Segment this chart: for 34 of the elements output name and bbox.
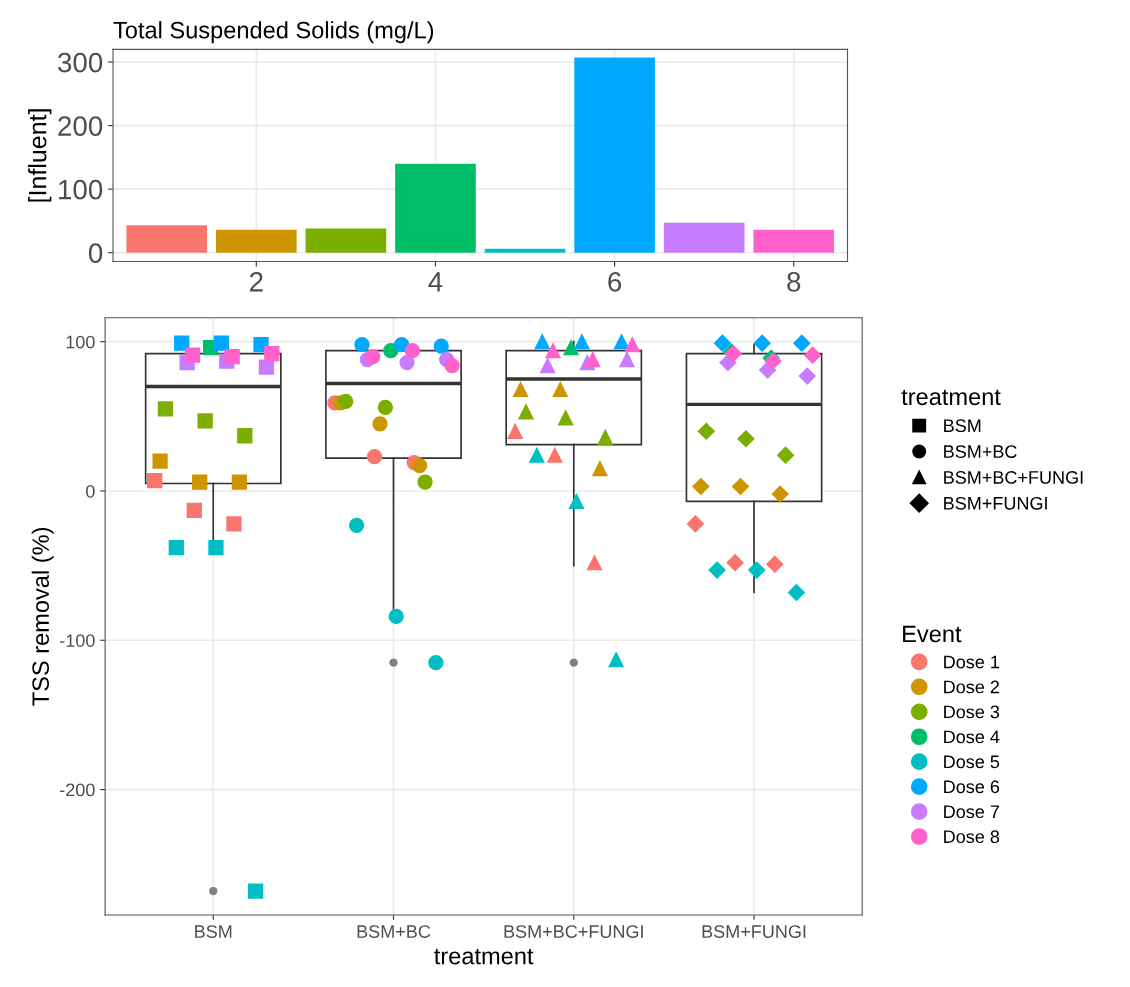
y-tick-label: 100: [66, 335, 95, 349]
x-axis-title: treatment: [434, 948, 534, 965]
category-label: BSM: [944, 419, 981, 433]
x-tick-label: 4: [428, 272, 443, 292]
x-tick-label: 2: [249, 272, 263, 292]
legend-label: Dose 2: [944, 680, 999, 694]
text: treatment: [901, 389, 1001, 406]
legend-label: Dose 4: [944, 730, 1000, 744]
legend-label: Dose 7: [944, 805, 999, 819]
legend-label: Dose 6: [944, 780, 1000, 794]
legend-label: Dose 3: [944, 705, 1000, 719]
y-tick-label: 200: [58, 116, 103, 136]
chart-title: Total Suspended Solids (mg/L): [113, 21, 434, 44]
y-tick-label: 100: [59, 179, 103, 200]
legend-label: Dose 5: [944, 755, 1000, 769]
y-axis-title: TSS removal (%): [31, 527, 54, 706]
legend-label: Dose 1: [944, 655, 1000, 669]
text: Event: [903, 625, 962, 643]
legend-label: Dose 8: [944, 830, 1000, 844]
y-tick-label: 0: [86, 484, 95, 498]
x-tick-label: BSM+BC+FUNGI: [504, 925, 643, 938]
y-tick-label: -100: [60, 634, 95, 647]
x-tick-label: 6: [608, 272, 622, 292]
y-axis-title: [Influent]: [28, 109, 52, 202]
x-tick-label: BSM+BC: [357, 925, 431, 938]
x-tick-label: 8: [787, 272, 801, 292]
y-tick-label: -200: [60, 783, 95, 797]
category-label: BSM+BC+FUNGI: [944, 471, 1083, 484]
category-label: BSM+BC: [944, 445, 1017, 458]
x-tick-label: BSM: [195, 925, 232, 938]
x-tick-label: BSM+FUNGI: [702, 925, 806, 938]
y-tick-label: 300: [58, 52, 103, 73]
category-label: BSM+FUNGI: [944, 496, 1047, 510]
y-tick-label: 0: [88, 243, 103, 263]
